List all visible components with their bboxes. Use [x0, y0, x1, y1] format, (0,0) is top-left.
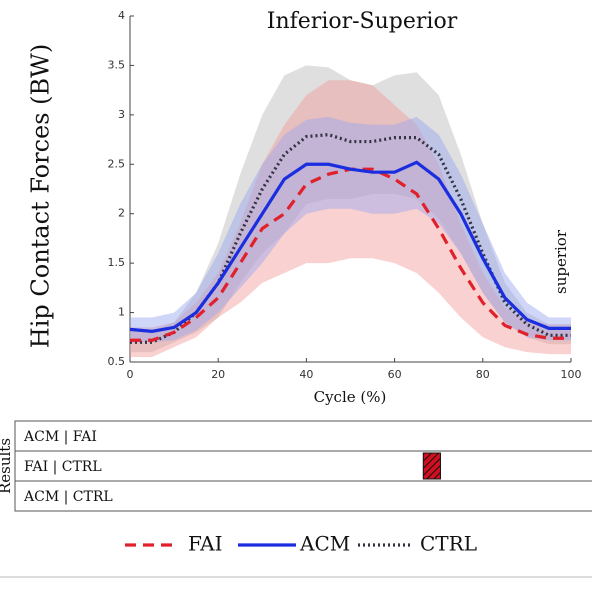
y-axis-label: Hip Contact Forces (BW): [27, 44, 55, 348]
y-tick-label: 2: [118, 207, 125, 220]
results-label: Results: [0, 438, 14, 494]
sd-band: [130, 65, 571, 353]
x-tick-label: 80: [476, 368, 490, 381]
legend: FAI ACM CTRL: [125, 532, 477, 556]
y-tick-label: 1.5: [108, 256, 126, 269]
line: [130, 133, 571, 344]
y-tick-label: 3.5: [108, 58, 126, 71]
row-label: FAI | CTRL: [24, 459, 102, 475]
significance-block: [422, 452, 441, 480]
x-tick-label: 60: [388, 368, 402, 381]
x-tick-label: 0: [127, 368, 134, 381]
row-label: ACM | CTRL: [23, 489, 113, 505]
legend-label: ACM: [299, 532, 350, 556]
y-tick-label: 0.5: [108, 355, 126, 368]
annotation: superior: [552, 229, 570, 294]
chart-title: Inferior-Superior: [267, 9, 458, 34]
y-tick-label: 4: [118, 9, 125, 22]
y-tick-label: 2.5: [108, 157, 126, 170]
sd-band: [130, 116, 571, 343]
y-tick-label: 3: [118, 108, 125, 121]
line: [129, 160, 571, 333]
x-tick-label: 20: [211, 368, 225, 381]
plot-area: 0.511.522.533.540 20 40 60 80 100: [108, 9, 582, 381]
results-panel: Results ACM | FAI FAI | CTRL ACM | CTRL: [0, 420, 592, 512]
legend-label: FAI: [188, 532, 222, 556]
x-tick-label: 40: [299, 368, 313, 381]
sd-band: [130, 80, 571, 358]
x-axis-label: Cycle (%): [314, 388, 387, 406]
y-tick-label: 1: [118, 306, 125, 319]
legend-label: CTRL: [420, 532, 477, 556]
x-tick-label: 100: [561, 368, 582, 381]
results-frame: [14, 420, 592, 512]
row-label: ACM | FAI: [23, 429, 97, 445]
